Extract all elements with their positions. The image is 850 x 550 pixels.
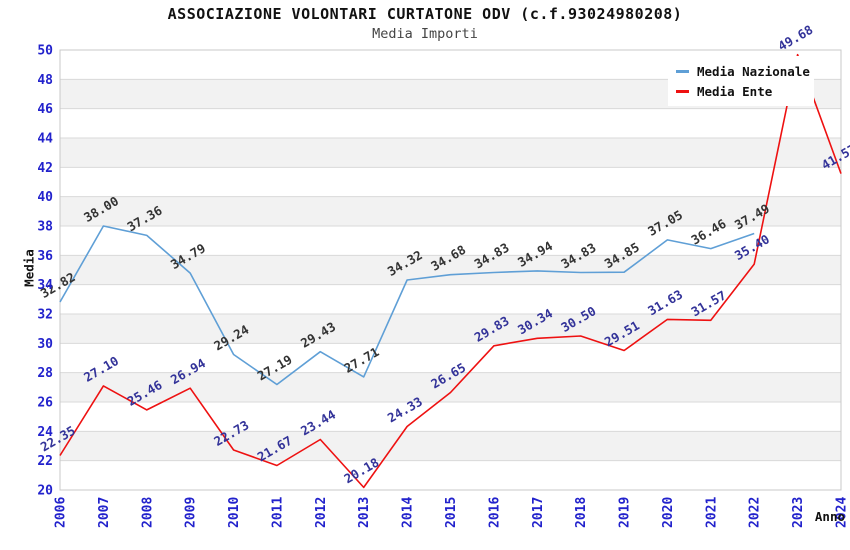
y-tick-label: 36	[37, 249, 53, 264]
y-tick-label: 26	[37, 396, 53, 411]
series-line	[59, 53, 842, 489]
legend-label-media-ente: Media Ente	[697, 83, 773, 99]
y-tick-label: 28	[37, 366, 53, 381]
x-tick-label: 2023	[791, 497, 806, 528]
y-tick-label: 20	[37, 484, 53, 499]
y-tick-label: 38	[37, 220, 53, 235]
x-tick-label: 2022	[748, 497, 763, 528]
y-tick-label: 32	[37, 308, 53, 323]
y-tick-label: 30	[37, 337, 53, 352]
legend-label-media-nazionale: Media Nazionale	[697, 63, 810, 79]
grid-band	[60, 372, 841, 402]
x-tick-label: 2024	[835, 497, 850, 528]
y-tick-label: 42	[37, 161, 53, 176]
legend-item-media-ente: Media Ente	[676, 81, 806, 101]
grid-band	[60, 196, 841, 226]
y-tick-label: 22	[37, 454, 53, 469]
series-line	[59, 225, 755, 386]
plot-border	[59, 49, 842, 491]
x-tick-label: 2006	[54, 497, 69, 528]
y-tick-label: 46	[37, 102, 53, 117]
x-tick-label: 2010	[227, 497, 242, 528]
legend-item-media-nazionale: Media Nazionale	[676, 61, 810, 81]
legend-marker-media-ente	[676, 89, 689, 93]
x-tick-label: 2018	[574, 497, 589, 528]
x-tick-label: 2020	[661, 497, 676, 528]
y-tick-label: 34	[37, 278, 53, 293]
grid-band	[60, 255, 841, 285]
legend-marker-media-nazionale	[676, 69, 689, 73]
chart-subtitle: Media Importi	[372, 26, 478, 42]
x-tick-label: 2012	[314, 497, 329, 528]
x-tick-label: 2015	[444, 497, 459, 528]
grid-band	[60, 431, 841, 461]
x-tick-label: 2014	[401, 497, 416, 528]
x-tick-label: 2021	[704, 497, 719, 528]
chart-title: ASSOCIAZIONE VOLONTARI CURTATONE ODV (c.…	[167, 5, 683, 23]
x-tick-label: 2017	[531, 497, 546, 528]
y-tick-label: 24	[37, 425, 53, 440]
legend: Media Nazionale Media Ente	[668, 56, 814, 106]
point-label: 27.71	[341, 344, 381, 376]
x-tick-label: 2008	[140, 497, 155, 528]
x-tick-label: 2013	[357, 497, 372, 528]
y-tick-label: 50	[37, 44, 53, 59]
y-tick-label: 44	[37, 132, 53, 147]
y-tick-label: 48	[37, 73, 53, 88]
x-tick-label: 2009	[184, 497, 199, 528]
y-tick-label: 40	[37, 190, 53, 205]
x-axis-title: Anno	[814, 509, 845, 524]
x-tick-label: 2019	[618, 497, 633, 528]
grid-band	[60, 138, 841, 168]
x-tick-label: 2011	[270, 497, 285, 528]
x-tick-label: 2007	[97, 497, 112, 528]
point-label: 49.68	[775, 22, 815, 54]
x-tick-label: 2016	[487, 497, 502, 528]
grid-band	[60, 314, 841, 344]
